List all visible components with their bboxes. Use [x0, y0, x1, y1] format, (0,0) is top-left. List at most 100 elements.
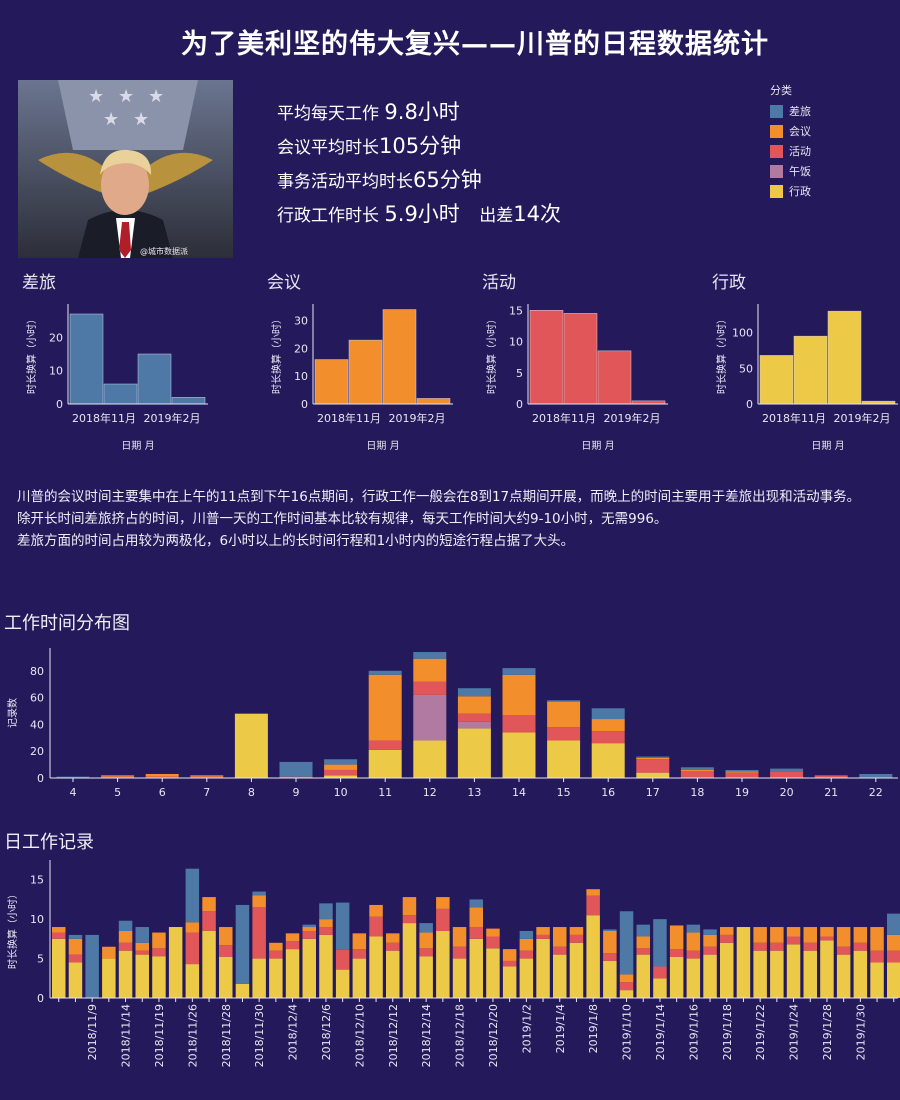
bar-segment — [402, 915, 417, 924]
x-axis-label: 日期 月 — [811, 440, 844, 452]
bar-segment — [619, 911, 634, 975]
bar — [103, 383, 138, 405]
y-tick-label: 60 — [30, 692, 44, 705]
bar-segment — [486, 948, 500, 998]
bar-segment — [118, 942, 133, 951]
bar-segment — [145, 773, 179, 777]
x-tick-label: 2019/1/16 — [687, 1004, 700, 1060]
bar-segment — [636, 772, 670, 778]
bar-segment — [324, 769, 358, 776]
x-tick-label: 2019年2月 — [389, 411, 446, 425]
portrait-illustration: ★ ★ ★ ★ ★ @城市数据派 — [18, 80, 233, 258]
bar-segment — [402, 897, 417, 916]
daily-chart-title: 日工作记录 — [4, 832, 94, 853]
bar — [137, 353, 172, 405]
bar-segment — [319, 903, 333, 920]
x-tick-label: 7 — [203, 786, 210, 799]
y-axis-label: 时长换算（小时） — [485, 314, 498, 394]
bar-segment — [269, 950, 283, 959]
svg-text:★: ★ — [133, 109, 149, 130]
bar-segment — [436, 897, 450, 909]
x-tick-label: 2018/12/12 — [387, 1004, 400, 1067]
bar-segment — [135, 950, 149, 955]
bar-segment — [820, 936, 834, 941]
bar-segment — [553, 946, 567, 955]
bar-segment — [553, 954, 567, 998]
bar-segment — [101, 775, 135, 777]
bar-segment — [252, 891, 266, 896]
bar-segment — [279, 761, 313, 777]
x-tick-label: 2019/1/2 — [520, 1004, 533, 1053]
bar-segment — [725, 772, 759, 778]
y-axis-label: 记录数 — [6, 698, 19, 728]
x-tick-label: 2018/12/18 — [454, 1004, 467, 1067]
bar-segment — [56, 776, 90, 778]
x-tick-label: 15 — [557, 786, 571, 799]
bar-segment — [118, 930, 133, 943]
bar-segment — [803, 942, 817, 951]
stat-admin-hours: 行政工作时长 5.9小时 出差14次 — [277, 198, 561, 228]
bar-segment — [720, 942, 734, 998]
bar-segment — [591, 708, 625, 720]
x-tick-label: 2018/11/30 — [253, 1004, 266, 1067]
portrait-photo: ★ ★ ★ ★ ★ @城市数据派 — [18, 80, 233, 258]
x-tick-label: 2019/1/4 — [554, 1004, 567, 1053]
bar-segment — [352, 933, 367, 950]
legend-label: 行政 — [789, 185, 811, 198]
legend-item: 午饭 — [770, 161, 811, 181]
bar — [793, 335, 828, 405]
bar-segment — [52, 927, 66, 933]
y-tick-label: 20 — [49, 331, 63, 344]
bar-segment — [335, 949, 350, 970]
stat-activity-label: 事务活动平均时长 — [277, 172, 413, 192]
bar-segment — [135, 954, 149, 998]
y-tick-label: 10 — [509, 336, 523, 349]
bar-segment — [457, 696, 491, 714]
bar-segment — [569, 934, 584, 943]
bar-segment — [686, 958, 701, 998]
x-tick-label: 21 — [824, 786, 838, 799]
y-tick-label: 5 — [37, 953, 44, 966]
bar-segment — [235, 904, 250, 984]
bar-segment — [502, 960, 517, 967]
bar-segment — [413, 694, 447, 741]
legend-item: 会议 — [770, 121, 811, 141]
bar-segment — [302, 938, 316, 998]
bar-segment — [102, 958, 116, 998]
bar-segment — [619, 982, 634, 991]
bar-segment — [279, 776, 313, 778]
svg-text:★: ★ — [148, 86, 164, 107]
hour-distribution-chart: 0 20 40 60 80 记录数 4 5 6 7 8 9 10 11 12 13 14 15 16 17 18 19 20… — [6, 648, 898, 799]
x-tick-label: 2018/11/26 — [186, 1004, 199, 1067]
bar-segment — [319, 934, 333, 998]
bar-segment — [185, 922, 200, 933]
bar-segment — [603, 960, 617, 998]
bar-segment — [202, 911, 216, 931]
bar-segment — [190, 775, 224, 777]
bar-segment — [502, 949, 517, 961]
y-tick-label: 100 — [732, 327, 753, 340]
bar-segment — [703, 929, 717, 935]
bar-segment — [252, 907, 266, 959]
description-paragraph: 川普的会议时间主要集中在上午的11点到下午16点期间，行政工作一般会在8到17点… — [17, 489, 861, 505]
y-tick-label: 80 — [30, 665, 44, 678]
x-axis-label: 日期 月 — [581, 440, 614, 452]
x-tick-label: 6 — [159, 786, 166, 799]
bar-segment — [586, 889, 600, 896]
x-tick-label: 10 — [334, 786, 348, 799]
bar-segment — [669, 956, 684, 998]
bar-segment — [285, 949, 300, 998]
bar-segment — [235, 983, 250, 998]
bar-segment — [369, 904, 383, 917]
bar-segment — [770, 771, 804, 778]
stat-work-hours-value: 9.8小时 — [384, 100, 460, 124]
bar-segment — [324, 764, 358, 770]
stat-trips-value: 14次 — [513, 202, 561, 226]
bar-segment — [118, 950, 133, 998]
y-axis-label: 时长换算（小时） — [270, 314, 283, 394]
bar-segment — [703, 946, 717, 955]
bar-segment — [591, 743, 625, 778]
bar-segment — [725, 771, 759, 773]
bar-segment — [636, 948, 650, 955]
